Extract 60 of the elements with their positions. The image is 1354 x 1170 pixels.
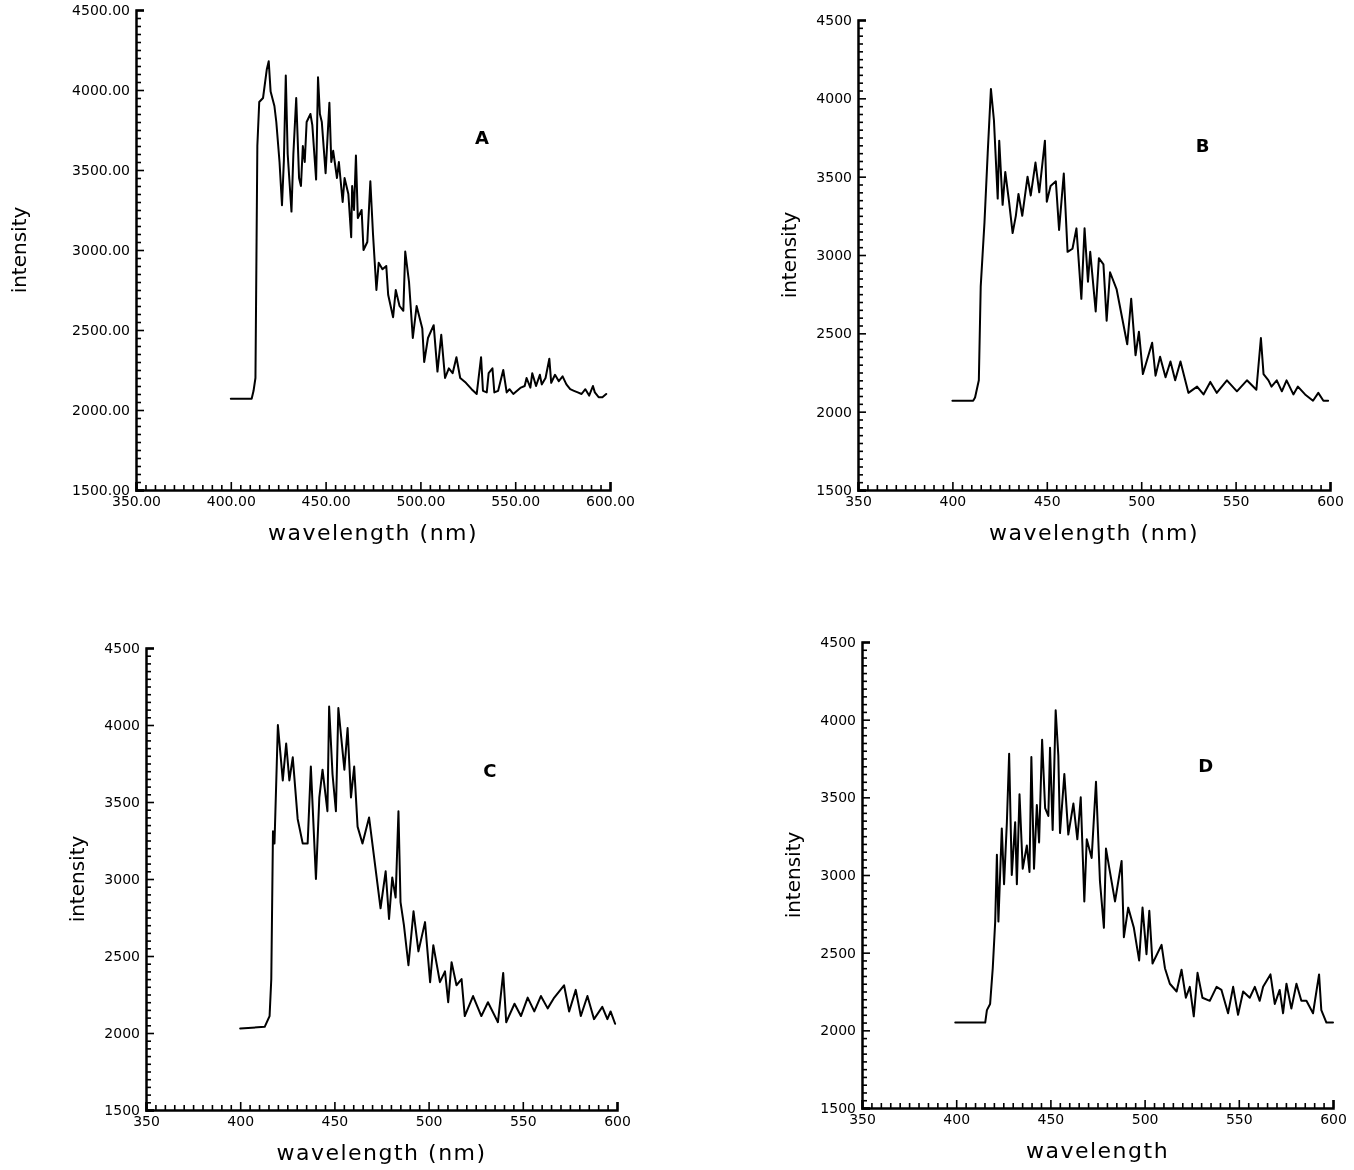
- y-tick-label: 2500: [816, 325, 852, 342]
- y-tick-label: 4000: [104, 716, 140, 733]
- y-tick-label: 2500.00: [72, 321, 130, 338]
- line-series: [951, 87, 1330, 402]
- y-tick-label: 4500.00: [72, 1, 130, 18]
- y-tick-label: 4000: [820, 711, 856, 728]
- x-tick-label: 500: [415, 1112, 443, 1129]
- y-axis-title: intensity: [777, 211, 801, 299]
- annotation: B: [1195, 134, 1210, 156]
- x-tick-label: 600: [604, 1112, 631, 1129]
- x-tick-label: 550: [509, 1112, 537, 1129]
- y-tick-label: 3500: [820, 789, 856, 806]
- y-tick-label: 2000.00: [72, 401, 130, 418]
- y-tick-label: 2000: [816, 403, 852, 420]
- x-tick-label: 500.00: [396, 492, 446, 509]
- y-tick-label: 4500: [820, 633, 856, 650]
- x-tick-label: 450: [1033, 492, 1061, 509]
- y-tick-label: 2000: [104, 1024, 140, 1041]
- y-tick-label: 3500.00: [72, 161, 130, 178]
- y-tick-label: 3000: [820, 866, 856, 883]
- y-tick-label: 3500: [104, 793, 140, 810]
- x-tick-label: 450.00: [301, 492, 351, 509]
- annotation: A: [475, 127, 490, 149]
- x-tick-label: 500: [1128, 492, 1156, 509]
- x-axis-title: wavelength (nm): [267, 520, 479, 545]
- x-tick-label: 600: [1317, 492, 1344, 509]
- y-tick-label: 4500: [816, 11, 852, 28]
- x-tick-label: 450: [321, 1112, 349, 1129]
- x-tick-label: 600.00: [586, 492, 635, 509]
- x-axis-title: wavelength (nm): [988, 520, 1200, 545]
- y-tick-label: 3000.00: [72, 241, 130, 258]
- x-tick-label: 400: [943, 1110, 971, 1127]
- line-series: [954, 709, 1334, 1024]
- line-series: [239, 705, 617, 1030]
- y-tick-label: 4000: [816, 90, 852, 107]
- y-tick-label: 3000: [104, 870, 140, 887]
- x-tick-label: 500: [1131, 1110, 1159, 1127]
- x-axis-title: wavelength: [1025, 1138, 1170, 1163]
- x-tick-label: 450: [1037, 1110, 1065, 1127]
- y-axis-title: intensity: [781, 831, 805, 919]
- annotation: C: [483, 760, 497, 782]
- y-tick-label: 3000: [816, 246, 852, 263]
- y-tick-label: 2500: [820, 944, 856, 961]
- y-tick-label: 2000: [820, 1022, 856, 1039]
- x-tick-label: 400: [939, 492, 967, 509]
- x-tick-label: 550: [1222, 492, 1250, 509]
- x-tick-label: 550.00: [491, 492, 541, 509]
- x-tick-label: 400: [227, 1112, 255, 1129]
- y-axis-title: intensity: [65, 835, 89, 923]
- y-tick-label: 4500: [104, 639, 140, 656]
- x-tick-label: 600: [1320, 1110, 1347, 1127]
- line-series: [229, 60, 608, 400]
- y-tick-label: 2500: [104, 947, 140, 964]
- y-tick-label: 4000.00: [72, 81, 130, 98]
- x-tick-label: 400.00: [206, 492, 256, 509]
- y-tick-label: 3500: [816, 168, 852, 185]
- x-tick-label: 550: [1225, 1110, 1253, 1127]
- x-axis-title: wavelength (nm): [276, 1140, 487, 1165]
- y-axis-title: intensity: [7, 206, 31, 294]
- annotation: D: [1198, 755, 1214, 777]
